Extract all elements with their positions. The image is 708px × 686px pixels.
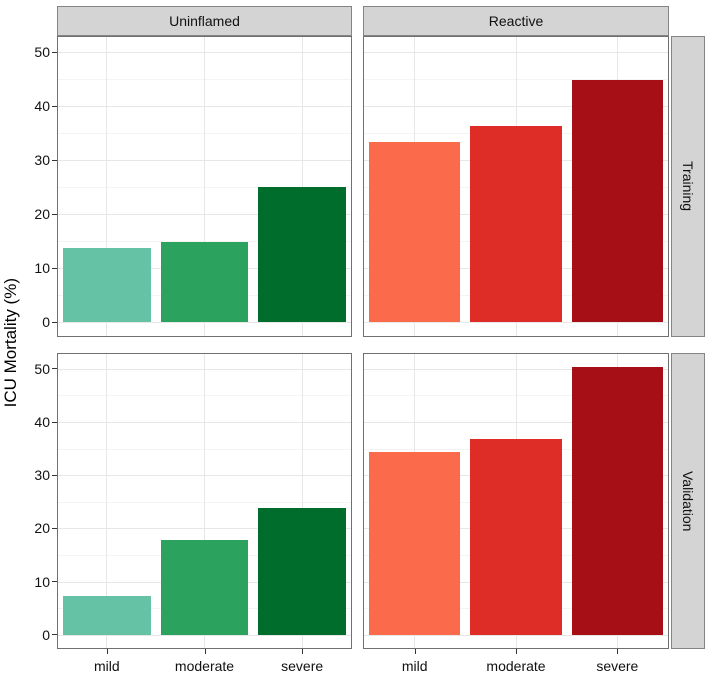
- y-axis-tick-mark: [52, 634, 57, 636]
- bar-severe: [571, 367, 663, 635]
- y-axis-title: ICU Mortality (%): [0, 36, 22, 649]
- y-axis-tick-label: 50: [34, 44, 50, 61]
- bar-mild: [369, 141, 461, 323]
- panel-training-reactive: [363, 36, 669, 337]
- panel-training-uninflamed: [57, 36, 352, 337]
- y-axis-tick-label: 10: [34, 573, 50, 590]
- x-axis-tick-mark: [106, 649, 108, 654]
- gridline-major-vertical: [204, 37, 205, 336]
- y-axis-tick-mark: [52, 527, 57, 529]
- y-axis-tick-label: 40: [34, 414, 50, 431]
- gridline-major-vertical: [204, 354, 205, 648]
- y-axis-tick-label: 20: [34, 520, 50, 537]
- facet-row-strip-validation: Validation: [671, 353, 705, 649]
- bar-mild: [62, 248, 151, 323]
- bar-mild: [369, 452, 461, 635]
- x-axis-tick-label-severe: severe: [281, 658, 324, 674]
- x-axis-tick-label-moderate: moderate: [486, 658, 546, 674]
- y-axis-tick-mark: [52, 321, 57, 323]
- bar-severe: [258, 187, 347, 323]
- y-axis-tick-label: 50: [34, 360, 50, 377]
- y-axis-tick-label: 0: [42, 626, 50, 643]
- y-axis-tick-label: 30: [34, 152, 50, 169]
- y-axis-title-text: ICU Mortality (%): [1, 277, 20, 408]
- bar-mild: [62, 596, 151, 635]
- x-axis-tick-label-mild: mild: [93, 658, 120, 674]
- x-axis-tick-label-moderate: moderate: [174, 658, 235, 674]
- facet-row-strip-training: Training: [671, 36, 705, 337]
- y-axis-tick-mark: [52, 421, 57, 423]
- gridline-major-vertical: [301, 37, 303, 336]
- facet-column-strip-uninflamed: Uninflamed: [57, 6, 352, 36]
- y-axis-tick-mark: [52, 51, 57, 53]
- y-axis-tick-mark: [52, 213, 57, 215]
- gridline-major-vertical: [301, 354, 303, 648]
- x-axis-tick-label-severe: severe: [596, 658, 639, 674]
- x-axis-tick-mark: [414, 649, 416, 654]
- facet-column-label-reactive: Reactive: [488, 13, 544, 29]
- gridline-major-vertical: [106, 37, 108, 336]
- y-axis-tick-mark: [52, 474, 57, 476]
- x-axis-tick-mark: [204, 649, 206, 654]
- y-axis-tick-label: 0: [42, 314, 50, 331]
- bar-severe: [258, 508, 347, 635]
- y-axis-tick-mark: [52, 368, 57, 370]
- facet-column-strip-reactive: Reactive: [363, 6, 669, 36]
- x-axis-tick-mark: [516, 649, 517, 654]
- y-axis-tick-mark: [52, 159, 57, 161]
- facet-row-label-training: Training: [680, 161, 696, 212]
- gridline-major-vertical: [106, 354, 108, 648]
- bar-moderate: [470, 439, 562, 635]
- bar-severe: [571, 79, 663, 323]
- facet-row-label-validation: Validation: [680, 470, 696, 532]
- x-axis-tick-mark: [302, 649, 304, 654]
- bar-moderate: [470, 126, 562, 323]
- y-axis-tick-label: 40: [34, 98, 50, 115]
- y-axis-tick-label: 10: [34, 260, 50, 277]
- panel-validation-uninflamed: [57, 353, 352, 649]
- y-axis-tick-mark: [52, 581, 57, 583]
- bar-moderate: [160, 242, 249, 323]
- bar-moderate: [160, 539, 249, 635]
- y-axis-tick-label: 20: [34, 206, 50, 223]
- panel-validation-reactive: [363, 353, 669, 649]
- y-axis-tick-mark: [52, 267, 57, 269]
- facet-column-label-uninflamed: Uninflamed: [169, 13, 240, 29]
- x-axis-tick-label-mild: mild: [401, 658, 428, 674]
- y-axis-tick-mark: [52, 105, 57, 107]
- y-axis-tick-label: 30: [34, 467, 50, 484]
- x-axis-tick-mark: [617, 649, 619, 654]
